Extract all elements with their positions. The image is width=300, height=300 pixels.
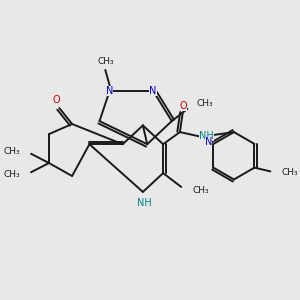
Text: NH: NH xyxy=(200,131,214,141)
Text: CH₃: CH₃ xyxy=(3,147,20,156)
Text: CH₃: CH₃ xyxy=(192,186,209,195)
Text: N: N xyxy=(205,136,212,147)
Text: NH: NH xyxy=(137,198,152,208)
Text: N: N xyxy=(106,86,113,96)
Text: O: O xyxy=(52,95,60,105)
Text: CH₃: CH₃ xyxy=(3,170,20,179)
Text: N: N xyxy=(149,86,157,96)
Text: CH₃: CH₃ xyxy=(197,99,214,108)
Text: O: O xyxy=(179,101,187,111)
Text: CH₃: CH₃ xyxy=(281,168,298,177)
Text: CH₃: CH₃ xyxy=(97,57,114,66)
